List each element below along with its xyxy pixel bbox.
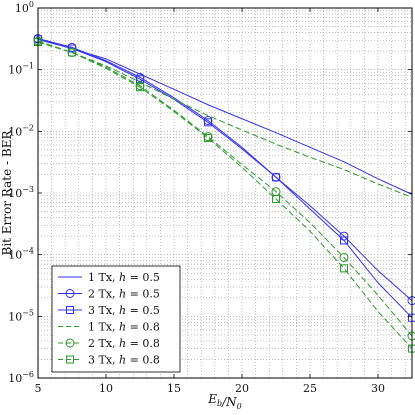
legend-label: 2 Tx, h = 0.8: [88, 337, 160, 350]
legend-label: 3 Tx, h = 0.8: [88, 354, 160, 367]
legend-label: 1 Tx, h = 0.8: [88, 321, 160, 334]
x-tick-label: 5: [35, 382, 42, 395]
legend-label: 1 Tx, h = 0.5: [88, 271, 160, 284]
legend: 1 Tx, h = 0.5 2 Tx, h = 0.5 3 Tx, h = 0.5 1…: [52, 266, 180, 372]
x-tick-label: 10: [99, 382, 113, 395]
x-tick-label: 30: [371, 382, 385, 395]
y-axis-label: Bit Error Rate - BER: [0, 130, 14, 256]
legend-label: 2 Tx, h = 0.5: [88, 288, 160, 301]
x-tick-label: 25: [303, 382, 317, 395]
x-tick-label: 20: [235, 382, 249, 395]
x-tick-label: 15: [167, 382, 181, 395]
legend-label: 3 Tx, h = 0.5: [88, 304, 160, 317]
